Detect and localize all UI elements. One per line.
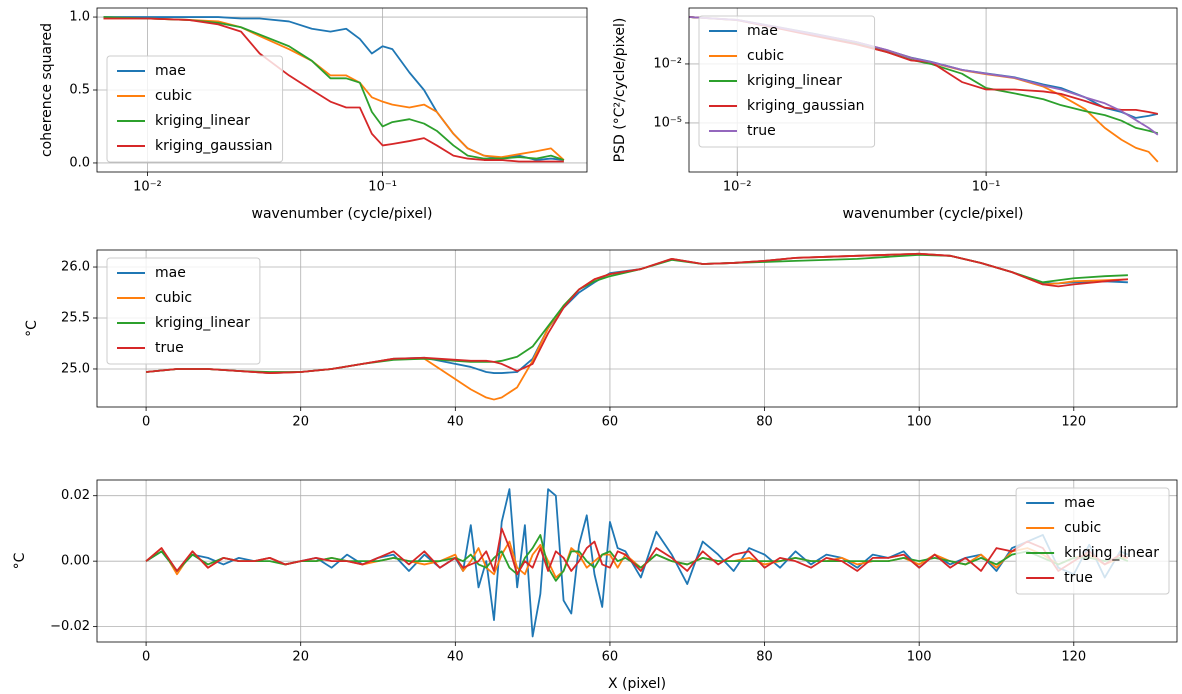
x-tick-label: 10⁻²: [723, 180, 752, 195]
x-tick-label: 40: [447, 415, 464, 430]
y-axis-label: °C: [12, 552, 28, 569]
x-tick-label: 60: [602, 650, 619, 665]
legend-label: kriging_linear: [747, 73, 842, 89]
legend-label: kriging_linear: [155, 315, 250, 331]
x-tick-label: 120: [1061, 650, 1086, 665]
legend-label: kriging_linear: [155, 113, 250, 129]
legend-box: [698, 15, 876, 148]
x-tick-label: 100: [907, 415, 932, 430]
y-tick-label: 10⁻⁵: [653, 115, 682, 130]
x-tick-label: 10⁻²: [133, 180, 162, 195]
legend-label: mae: [155, 63, 186, 79]
x-tick-label: 10⁻¹: [972, 180, 1001, 195]
data-line: [146, 252, 1128, 374]
x-tick-label: 120: [1061, 415, 1086, 430]
legend-label: cubic: [155, 290, 192, 306]
legend-box: [106, 257, 261, 365]
legend-label: true: [747, 123, 776, 139]
y-tick-label: 26.0: [61, 260, 90, 275]
legend-label: mae: [155, 265, 186, 281]
subplot: 0 20 40 60 80 100 120 −0.02 0.00 0.02 X (pixel) °C m…: [12, 479, 1178, 692]
legend-label: true: [1064, 570, 1093, 586]
x-tick-label: 20: [292, 415, 309, 430]
x-tick-label: 100: [907, 650, 932, 665]
data-line: [146, 253, 1128, 373]
y-tick-label: −0.02: [50, 619, 90, 634]
legend-label: cubic: [155, 88, 192, 104]
legend-label: cubic: [747, 48, 784, 64]
x-tick-label: 0: [142, 650, 150, 665]
legend-label: mae: [1064, 495, 1095, 511]
data-line: [103, 16, 565, 161]
y-tick-label: 10⁻²: [653, 56, 682, 71]
subplot: 10⁻² 10⁻¹ 0.0 0.5 1.0 wavenumber (cycle/pixel…: [39, 7, 588, 222]
x-tick-label: 80: [756, 650, 773, 665]
y-axis-label: PSD (°C²/cycle/pixel): [612, 18, 628, 163]
data-line: [145, 527, 1129, 576]
x-axis-label: X (pixel): [608, 676, 666, 692]
subplot: 0 20 40 60 80 100 120 25.0 25.5 26.0 °C mae cubic kri…: [24, 249, 1178, 430]
y-tick-label: 1.0: [69, 10, 90, 25]
y-tick-label: 0.02: [61, 488, 90, 503]
x-axis-label: wavenumber (cycle/pixel): [252, 206, 433, 222]
y-tick-label: 25.5: [61, 310, 90, 325]
data-line: [146, 252, 1128, 374]
y-axis-label: coherence squared: [39, 23, 55, 157]
legend-box: [1015, 487, 1170, 595]
legend: mae cubic kriging_linear kriging_gaussiantr…: [698, 15, 876, 148]
legend-label: kriging_linear: [1064, 545, 1159, 561]
data-line: [146, 252, 1128, 401]
subplot: 10⁻² 10⁻¹ 10⁻² 10⁻⁵ wavenumber (cycle/pixel)…: [612, 7, 1178, 222]
axes-frame: [688, 7, 1178, 173]
axes-frame: [96, 249, 1178, 408]
legend-label: cubic: [1064, 520, 1101, 536]
axes-frame: [96, 479, 1178, 643]
x-tick-label: 40: [447, 650, 464, 665]
legend-label: kriging_gaussian: [155, 138, 273, 154]
legend-label: kriging_gaussian: [747, 98, 865, 114]
y-tick-label: 0.0: [69, 155, 90, 170]
y-tick-label: 0.00: [61, 554, 90, 569]
x-tick-label: 0: [142, 415, 150, 430]
legend-label: true: [155, 340, 184, 356]
data-line: [145, 534, 1129, 582]
x-tick-label: 10⁻¹: [368, 180, 397, 195]
axes-frame: [96, 7, 588, 173]
legend-box: [106, 55, 284, 163]
legend: mae cubic kriging_linear kriging_gaussian: [106, 55, 284, 163]
x-tick-label: 20: [292, 650, 309, 665]
x-axis-label: wavenumber (cycle/pixel): [843, 206, 1024, 222]
x-tick-label: 80: [756, 415, 773, 430]
y-tick-label: 25.0: [61, 361, 90, 376]
x-tick-label: 60: [602, 415, 619, 430]
legend-label: mae: [747, 23, 778, 39]
y-axis-label: °C: [24, 320, 40, 337]
y-tick-label: 0.5: [69, 83, 90, 98]
data-line: [103, 17, 564, 163]
